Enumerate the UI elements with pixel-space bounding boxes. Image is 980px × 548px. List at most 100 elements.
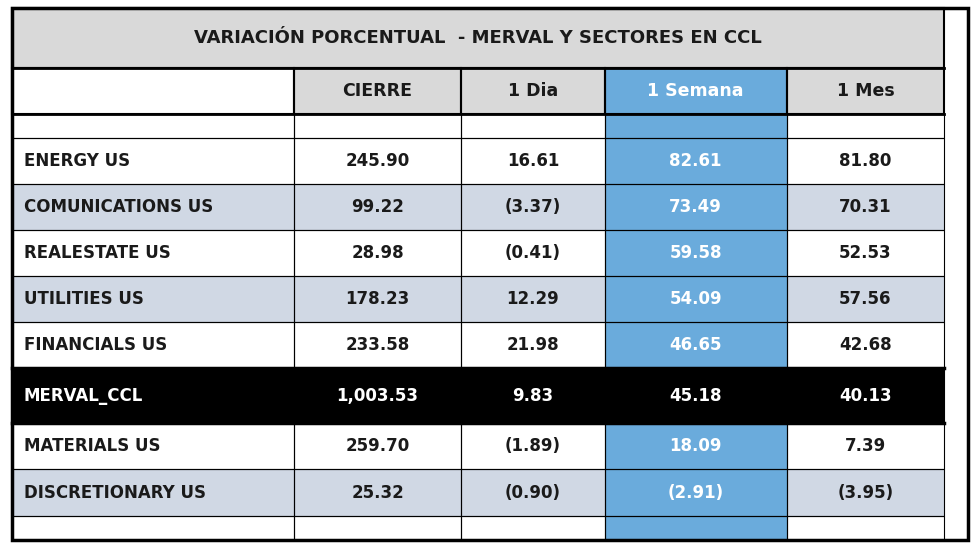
Bar	[787, 516, 945, 540]
Bar	[294, 322, 462, 368]
Bar	[12, 424, 294, 470]
Bar	[462, 276, 605, 322]
Text: (3.95): (3.95)	[837, 483, 894, 501]
Bar	[294, 470, 462, 516]
Text: 40.13: 40.13	[839, 387, 892, 405]
Bar	[462, 138, 605, 184]
Bar	[462, 138, 605, 184]
Bar	[787, 368, 945, 424]
Text: CIERRE: CIERRE	[343, 82, 413, 100]
Bar	[12, 368, 294, 424]
Bar	[605, 322, 787, 368]
Bar	[462, 230, 605, 276]
Bar	[12, 113, 294, 138]
Text: FINANCIALS US: FINANCIALS US	[24, 336, 167, 355]
Text: 21.98: 21.98	[507, 336, 560, 355]
Text: VARIACIÓN PORCENTUAL  - MERVAL Y SECTORES EN CCL: VARIACIÓN PORCENTUAL - MERVAL Y SECTORES…	[194, 29, 761, 47]
Bar	[12, 8, 945, 67]
Bar	[605, 67, 787, 113]
Bar	[787, 470, 945, 516]
Bar	[605, 516, 787, 540]
Bar	[294, 424, 462, 470]
Text: (0.41): (0.41)	[505, 244, 561, 262]
Text: 18.09: 18.09	[669, 437, 722, 455]
Bar	[605, 113, 787, 138]
Text: MATERIALS US: MATERIALS US	[24, 437, 160, 455]
Text: 46.65: 46.65	[669, 336, 722, 355]
Bar	[787, 184, 945, 230]
Bar	[605, 516, 787, 540]
Bar	[462, 67, 605, 113]
Bar	[294, 424, 462, 470]
Bar	[294, 113, 462, 138]
Bar	[12, 230, 294, 276]
Text: 1,003.53: 1,003.53	[336, 387, 418, 405]
Bar	[787, 424, 945, 470]
Bar	[462, 276, 605, 322]
Text: 25.32: 25.32	[351, 483, 404, 501]
Bar	[294, 113, 462, 138]
Text: 1 Semana: 1 Semana	[648, 82, 744, 100]
Bar	[787, 424, 945, 470]
Bar	[294, 368, 462, 424]
Bar	[605, 230, 787, 276]
Bar	[294, 138, 462, 184]
Text: 59.58: 59.58	[669, 244, 722, 262]
Bar	[462, 184, 605, 230]
Bar	[294, 138, 462, 184]
Text: UTILITIES US: UTILITIES US	[24, 290, 143, 309]
Text: 1 Dia: 1 Dia	[508, 82, 559, 100]
Bar	[12, 184, 294, 230]
Bar	[12, 276, 294, 322]
Bar	[462, 67, 605, 113]
Bar	[605, 276, 787, 322]
Bar	[605, 67, 787, 113]
Bar	[294, 470, 462, 516]
Bar	[787, 113, 945, 138]
Bar	[294, 184, 462, 230]
Bar	[605, 113, 787, 138]
Text: COMUNICATIONS US: COMUNICATIONS US	[24, 198, 213, 216]
Bar	[462, 368, 605, 424]
Bar	[787, 138, 945, 184]
Bar	[787, 322, 945, 368]
Text: 99.22: 99.22	[351, 198, 404, 216]
Bar	[605, 322, 787, 368]
Text: 178.23: 178.23	[346, 290, 410, 309]
Text: 12.29: 12.29	[507, 290, 560, 309]
Text: 73.49: 73.49	[669, 198, 722, 216]
Text: 233.58: 233.58	[346, 336, 410, 355]
Bar	[294, 276, 462, 322]
Bar	[12, 67, 294, 113]
Bar	[462, 230, 605, 276]
Bar	[605, 368, 787, 424]
Text: (2.91): (2.91)	[667, 483, 723, 501]
Bar	[462, 470, 605, 516]
Bar	[787, 470, 945, 516]
Bar	[12, 230, 294, 276]
Text: ENERGY US: ENERGY US	[24, 152, 129, 170]
Bar	[294, 67, 462, 113]
Bar	[12, 8, 945, 67]
Bar	[605, 276, 787, 322]
Bar	[787, 184, 945, 230]
Bar	[12, 470, 294, 516]
Bar	[787, 67, 945, 113]
Bar	[605, 184, 787, 230]
Bar	[787, 67, 945, 113]
Text: (0.90): (0.90)	[505, 483, 561, 501]
Text: 70.31: 70.31	[839, 198, 892, 216]
Bar	[462, 424, 605, 470]
Text: 259.70: 259.70	[346, 437, 410, 455]
Bar	[462, 113, 605, 138]
Bar	[605, 230, 787, 276]
Bar	[462, 368, 605, 424]
Text: 42.68: 42.68	[839, 336, 892, 355]
Bar	[294, 184, 462, 230]
Bar	[12, 276, 294, 322]
Bar	[12, 67, 294, 113]
Bar	[12, 322, 294, 368]
Bar	[12, 516, 294, 540]
Bar	[12, 184, 294, 230]
Bar	[605, 424, 787, 470]
